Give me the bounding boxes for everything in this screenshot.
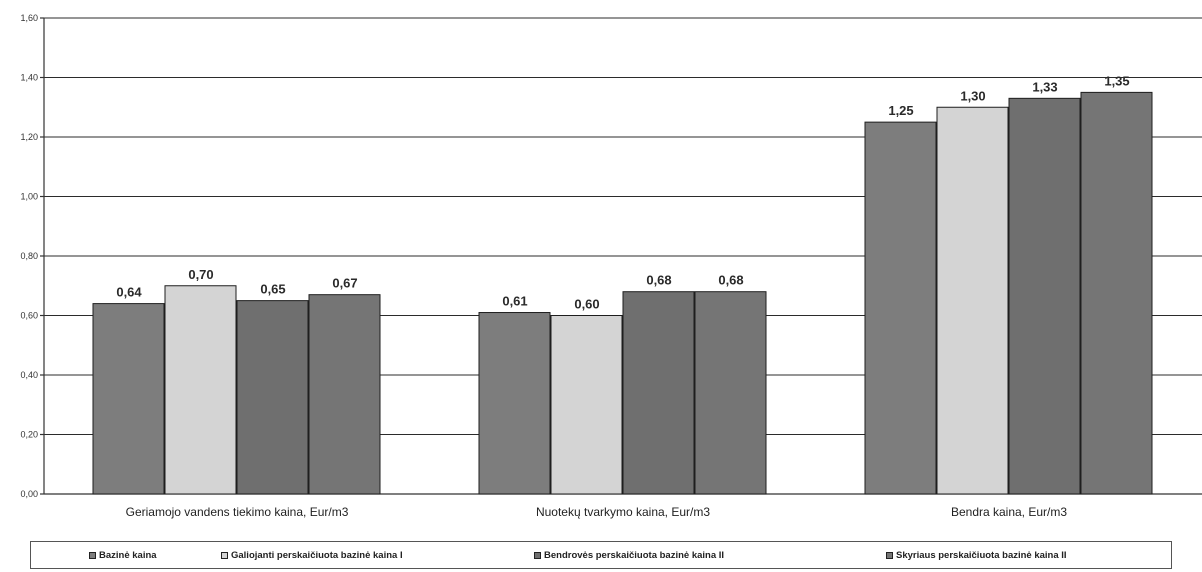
y-tick-label: 0,00: [20, 489, 38, 499]
bar: [622, 291, 695, 495]
legend-swatch: [221, 551, 228, 559]
category-label: Geriamojo vandens tiekimo kaina, Eur/m3: [126, 505, 349, 519]
y-tick-label: 0,40: [20, 370, 38, 380]
bar: [694, 291, 767, 495]
bar-chart: 0,00 0,20 0,40 0,60 0,80 1,00 1,20 1,40 1,60 0,6…: [20, 13, 1202, 519]
category-label: Nuotekų tvarkymo kaina, Eur/m3: [536, 505, 710, 519]
legend-item: Bendrovės perskaičiuota bazinė kaina II: [534, 550, 724, 561]
data-label: 1,35: [1104, 73, 1129, 88]
legend-item: Skyriaus perskaičiuota bazinė kaina II: [886, 550, 1067, 561]
legend-label: Bendrovės perskaičiuota bazinė kaina II: [544, 549, 725, 561]
bar: [550, 315, 623, 495]
bar: [1080, 91, 1153, 495]
legend-label: Bazinė kaina: [99, 549, 157, 561]
y-tick-label: 0,20: [20, 430, 38, 440]
data-label: 0,65: [260, 282, 285, 297]
data-label: 1,33: [1032, 79, 1057, 94]
legend-label: Skyriaus perskaičiuota bazinė kaina II: [896, 549, 1067, 561]
y-tick-label: 1,00: [20, 192, 38, 202]
bar: [308, 294, 381, 495]
legend-item: Bazinė kaina: [89, 550, 157, 561]
y-tick-label: 1,60: [20, 13, 38, 23]
y-tick-label: 1,20: [20, 132, 38, 142]
bar: [864, 121, 937, 495]
data-label: 0,68: [718, 273, 743, 288]
legend-label: Galiojanti perskaičiuota bazinė kaina I: [231, 549, 403, 561]
legend: Bazinė kaina Galiojanti perskaičiuota baz…: [30, 541, 1172, 569]
legend-swatch: [886, 551, 893, 559]
bar: [936, 106, 1009, 495]
bar: [92, 303, 165, 495]
category-labels: Geriamojo vandens tiekimo kaina, Eur/m3 N…: [126, 505, 1068, 519]
data-label: 1,30: [960, 88, 985, 103]
category-label: Bendra kaina, Eur/m3: [951, 505, 1067, 519]
legend-swatch: [534, 551, 541, 559]
bar: [1008, 97, 1081, 495]
data-label: 0,70: [188, 267, 213, 282]
bar: [164, 285, 237, 495]
legend-item: Galiojanti perskaičiuota bazinė kaina I: [221, 550, 403, 561]
data-label: 0,60: [574, 297, 599, 312]
data-label: 0,64: [116, 285, 142, 300]
y-tick-label: 0,80: [20, 251, 38, 261]
legend-swatch: [89, 551, 96, 559]
bar: [236, 300, 309, 495]
data-label: 1,25: [888, 103, 913, 118]
data-label: 0,67: [332, 276, 357, 291]
y-tick-label: 0,60: [20, 311, 38, 321]
data-labels: 0,64 0,70 0,65 0,67 0,61 0,60 0,68 0,68 1,25 1,30…: [116, 73, 1129, 311]
data-label: 0,61: [502, 294, 527, 309]
bar: [478, 312, 551, 495]
bars: [92, 91, 1153, 495]
y-tick-label: 1,40: [20, 73, 38, 83]
data-label: 0,68: [646, 273, 671, 288]
